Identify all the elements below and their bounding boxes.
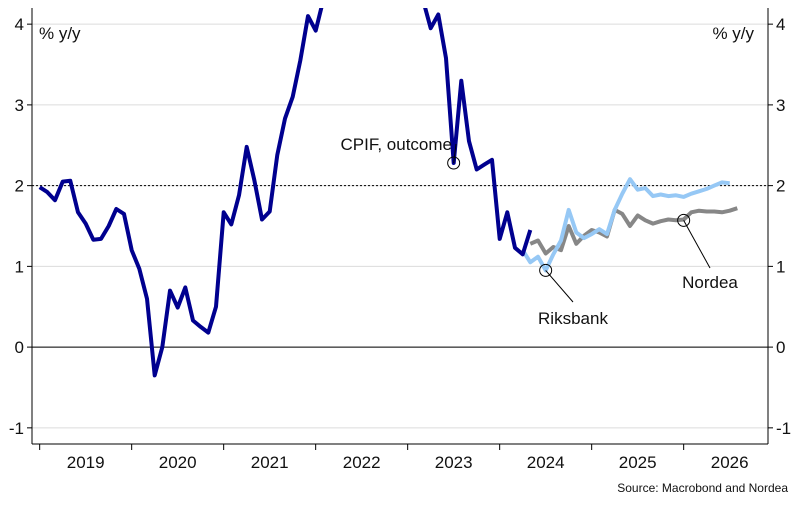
- right-y-tick-label: 3: [776, 96, 785, 115]
- x-tick-label-2019: 2019: [67, 453, 105, 472]
- x-tick-label-2022: 2022: [343, 453, 381, 472]
- x-tick-label-2021: 2021: [251, 453, 289, 472]
- left-y-tick-label: 2: [15, 177, 24, 196]
- left-y-tick-label: 1: [15, 257, 24, 276]
- annotations: % y/y % y/y CPIF, outcome Riksbank Norde…: [39, 24, 788, 495]
- tick-labels: -1 -1 0 0 1 1 2 2 3 3 4 4 2019 2020 2021 2022 2023 2024 20…: [9, 15, 791, 472]
- series-layer: [38, 8, 738, 378]
- x-tick-label-2024: 2024: [527, 453, 565, 472]
- right-y-tick-label: 1: [776, 257, 785, 276]
- left-y-tick-label: 3: [15, 96, 24, 115]
- x-tick-label-2020: 2020: [159, 453, 197, 472]
- annotation-riksbank-label: Riksbank: [538, 309, 608, 328]
- annotation-nordea-label: Nordea: [682, 273, 738, 292]
- annotation-leader-nordea: [683, 220, 711, 269]
- right-y-tick-label: 2: [776, 177, 785, 196]
- series-line-cpif-outcome-0: [38, 8, 324, 378]
- annotation-leader-outcome: [453, 143, 457, 164]
- x-tick-label-2025: 2025: [619, 453, 657, 472]
- axes: [27, 8, 773, 450]
- right-y-unit-label: % y/y: [712, 24, 754, 43]
- left-y-tick-label: 0: [15, 338, 24, 357]
- source-note: Source: Macrobond and Nordea: [617, 481, 788, 495]
- x-tick-label-2026: 2026: [711, 453, 749, 472]
- right-y-tick-label: -1: [776, 419, 791, 438]
- annotation-marker-outcome: [447, 156, 461, 170]
- annotation-marker-nordea: [677, 213, 691, 227]
- right-y-tick-label: 0: [776, 338, 785, 357]
- right-y-tick-label: 4: [776, 15, 785, 34]
- grid: [32, 23, 768, 429]
- annotation-leader-riksbank: [545, 270, 574, 303]
- annotation-outcome-label: CPIF, outcome: [341, 135, 453, 154]
- series-line-riksbank-0: [521, 177, 730, 273]
- x-tick-label-2023: 2023: [435, 453, 473, 472]
- left-y-tick-label: 4: [15, 15, 24, 34]
- series-line-cpif-outcome-1: [423, 8, 533, 257]
- series-line-nordea-0: [529, 206, 738, 256]
- left-y-unit-label: % y/y: [39, 24, 81, 43]
- left-y-tick-label: -1: [9, 419, 24, 438]
- annotation-marker-riksbank: [539, 263, 553, 277]
